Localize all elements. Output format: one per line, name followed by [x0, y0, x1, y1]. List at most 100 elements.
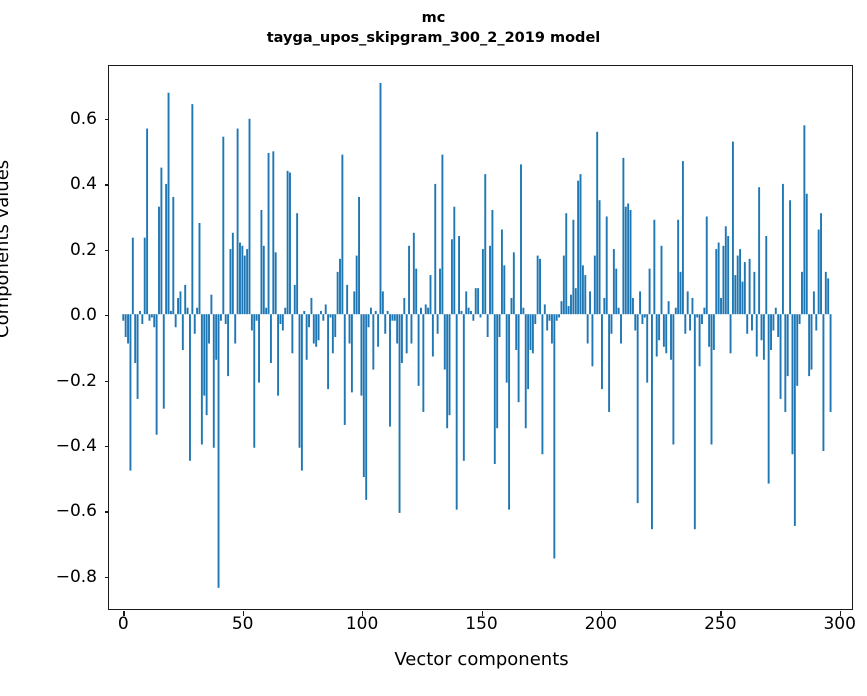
bar — [241, 245, 244, 315]
bar — [603, 297, 606, 315]
bar — [698, 314, 701, 367]
bar — [517, 314, 520, 403]
bar — [560, 301, 563, 315]
x-tick-mark — [242, 611, 244, 616]
bar — [262, 245, 265, 315]
bar — [524, 314, 527, 429]
bar — [362, 314, 365, 478]
bar — [541, 314, 544, 455]
bar — [543, 304, 546, 315]
chart-title-line-2: tayga_upos_skipgram_300_2_2019 model — [266, 30, 601, 46]
bar — [584, 275, 587, 315]
bar — [670, 314, 672, 360]
y-tick-label: −0.8 — [55, 566, 97, 587]
bar — [367, 314, 370, 328]
bar — [191, 104, 194, 315]
bar — [534, 314, 537, 324]
bar — [377, 314, 380, 347]
bar — [248, 118, 251, 315]
bar — [712, 314, 715, 351]
bar — [791, 314, 794, 455]
y-tick-mark — [104, 184, 109, 186]
bar — [736, 255, 739, 315]
bar — [312, 314, 315, 344]
bar — [562, 255, 565, 315]
bar — [174, 314, 177, 328]
bar — [131, 237, 134, 315]
bar — [296, 213, 299, 315]
bar — [589, 291, 591, 315]
bar — [474, 288, 477, 315]
y-tick-label: 0.2 — [69, 239, 97, 260]
bar — [441, 154, 444, 315]
bar — [520, 164, 522, 315]
bar — [739, 249, 742, 315]
bar — [677, 219, 680, 315]
bar — [231, 232, 234, 315]
bar — [136, 314, 139, 399]
bar — [746, 314, 749, 334]
bar — [481, 249, 484, 315]
bar — [508, 314, 511, 510]
bar — [446, 314, 449, 429]
bar — [134, 314, 137, 364]
bar — [510, 297, 513, 315]
bar — [460, 310, 463, 315]
bar — [353, 291, 356, 315]
y-tick-label: 0.6 — [69, 109, 97, 129]
bar — [503, 265, 506, 315]
bar — [122, 314, 125, 321]
bar — [722, 245, 725, 315]
bar — [627, 203, 630, 315]
bar — [422, 314, 425, 412]
bar — [291, 314, 294, 354]
bar — [591, 314, 594, 367]
bar — [815, 314, 818, 331]
bar — [734, 275, 737, 315]
y-tick-label: 0.4 — [69, 174, 97, 195]
bar — [641, 314, 644, 324]
bar — [586, 314, 589, 344]
bar — [691, 297, 694, 315]
bar — [772, 314, 775, 331]
x-tick-label: 200 — [584, 614, 618, 634]
x-tick-label: 150 — [465, 614, 498, 634]
bar — [653, 219, 656, 315]
bar — [334, 314, 337, 338]
bar — [365, 314, 368, 500]
bar — [786, 314, 789, 377]
y-tick-mark — [104, 249, 109, 251]
bar — [448, 314, 451, 416]
bar — [553, 314, 556, 559]
bar — [727, 236, 730, 315]
bar — [477, 288, 480, 315]
bar — [465, 291, 468, 315]
bar — [648, 268, 651, 315]
bar — [693, 314, 696, 530]
bar — [227, 314, 230, 377]
bar — [812, 291, 815, 315]
bar — [817, 229, 820, 315]
bar — [567, 306, 570, 315]
bar — [646, 314, 649, 383]
bar — [158, 206, 160, 315]
bar — [803, 125, 806, 315]
bar — [479, 314, 482, 318]
bar — [593, 255, 596, 315]
bar — [458, 236, 461, 315]
bar — [341, 154, 344, 315]
bar — [317, 314, 320, 341]
y-tick-mark — [104, 576, 109, 578]
bar — [755, 314, 758, 357]
bar — [636, 314, 639, 504]
bar — [167, 92, 170, 315]
bar — [269, 314, 272, 364]
bar — [289, 172, 291, 315]
bar — [379, 82, 382, 315]
plot-axes: 0.6 0.4 0.2 0.0 −0.2 −0.4 −0.6 −0.8 0 50 100 150 20… — [56, 65, 856, 670]
bar — [298, 314, 301, 448]
bar — [689, 314, 692, 331]
bar — [172, 196, 175, 315]
bar — [827, 278, 830, 315]
bar — [303, 310, 306, 315]
